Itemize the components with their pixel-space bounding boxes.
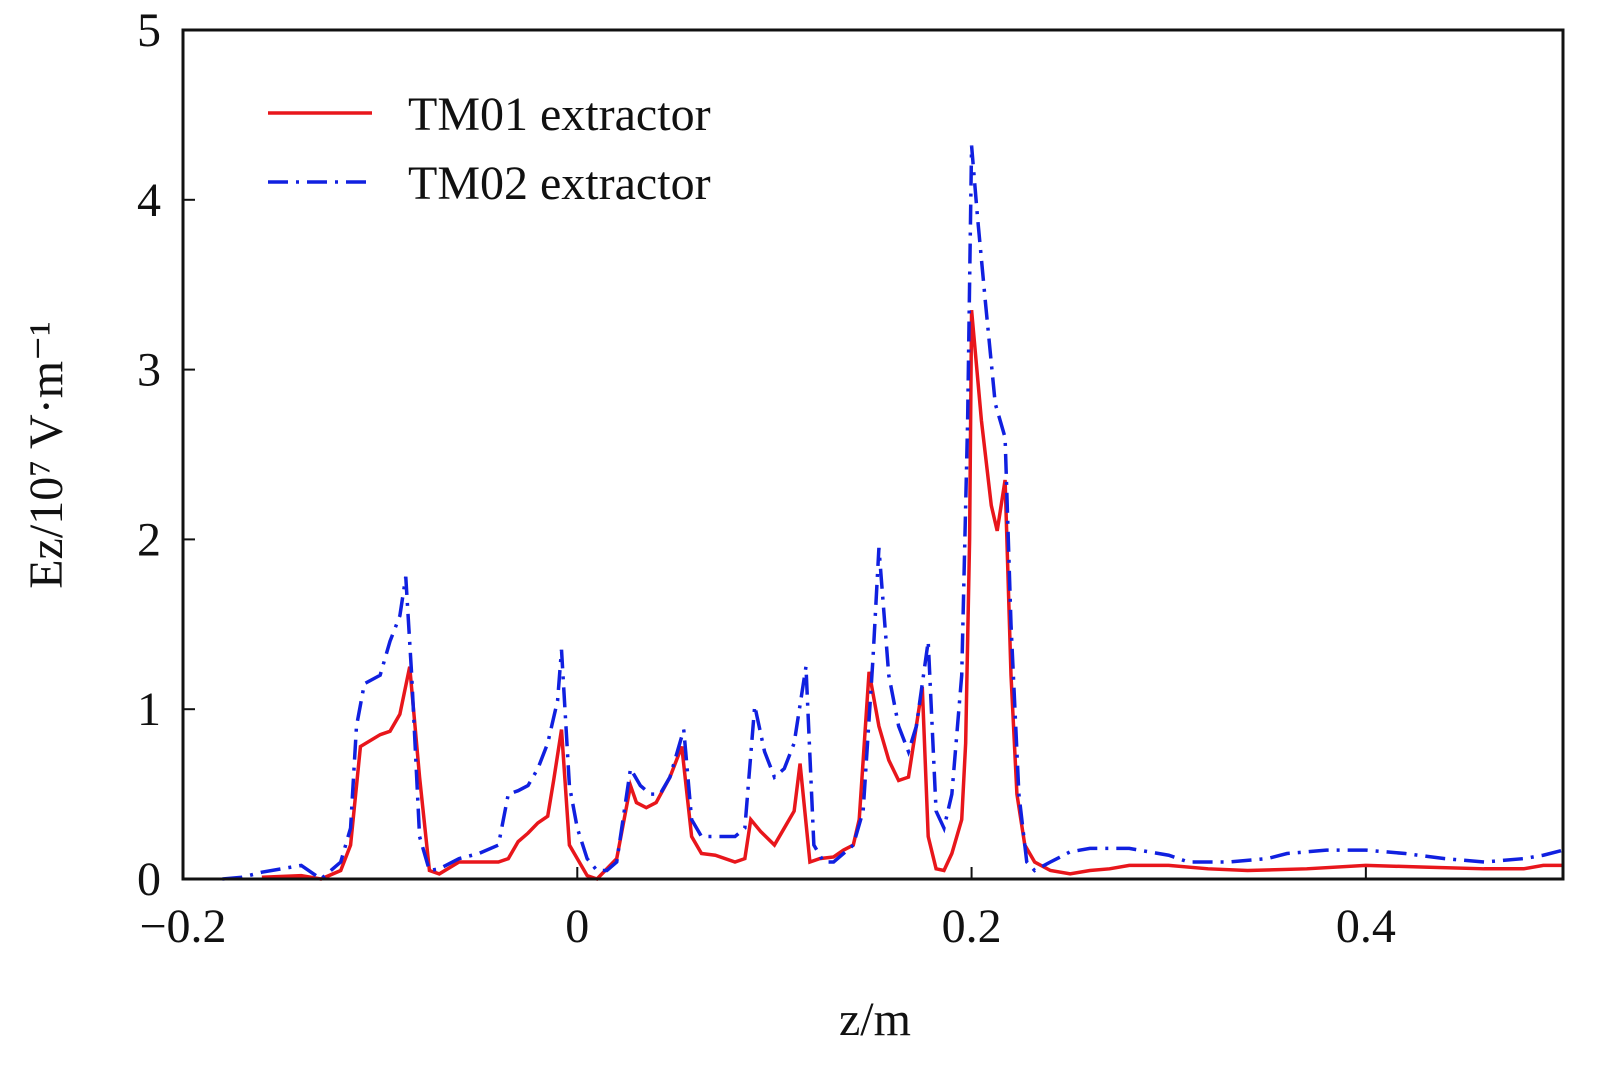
x-tick-label: −0.2 [139,900,226,953]
plot-frame [181,28,1565,881]
y-tick-label: 0 [137,853,161,906]
y-axis-label: Ez/10⁷ V·m⁻¹ [20,321,73,589]
y-tick-label: 3 [137,344,161,397]
y-tick-label: 2 [137,513,161,566]
x-tick-label: 0.2 [942,900,1002,953]
legend-label: TM02 extractor [408,157,711,210]
x-tick-label: 0.4 [1336,900,1396,953]
line [261,310,1563,882]
line [222,145,1564,882]
legend-label: TM01 extractor [408,88,711,141]
y-tick-label: 4 [137,174,161,227]
x-axis-label: z/m [839,993,911,1046]
y-tick-label: 5 [137,4,161,57]
y-tick-label: 1 [137,683,161,736]
x-tick-label: 0 [565,900,589,953]
